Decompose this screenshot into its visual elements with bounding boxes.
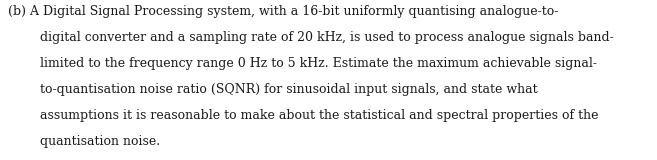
Text: (b) A Digital Signal Processing system, with a 16-bit uniformly quantising analo: (b) A Digital Signal Processing system, … bbox=[8, 5, 558, 18]
Text: assumptions it is reasonable to make about the statistical and spectral properti: assumptions it is reasonable to make abo… bbox=[8, 109, 599, 122]
Text: digital converter and a sampling rate of 20 kHz, is used to process analogue sig: digital converter and a sampling rate of… bbox=[8, 31, 614, 44]
Text: to-quantisation noise ratio (SQNR) for sinusoidal input signals, and state what: to-quantisation noise ratio (SQNR) for s… bbox=[8, 83, 537, 96]
Text: limited to the frequency range 0 Hz to 5 kHz. Estimate the maximum achievable si: limited to the frequency range 0 Hz to 5… bbox=[8, 57, 597, 70]
Text: quantisation noise.: quantisation noise. bbox=[8, 135, 160, 148]
